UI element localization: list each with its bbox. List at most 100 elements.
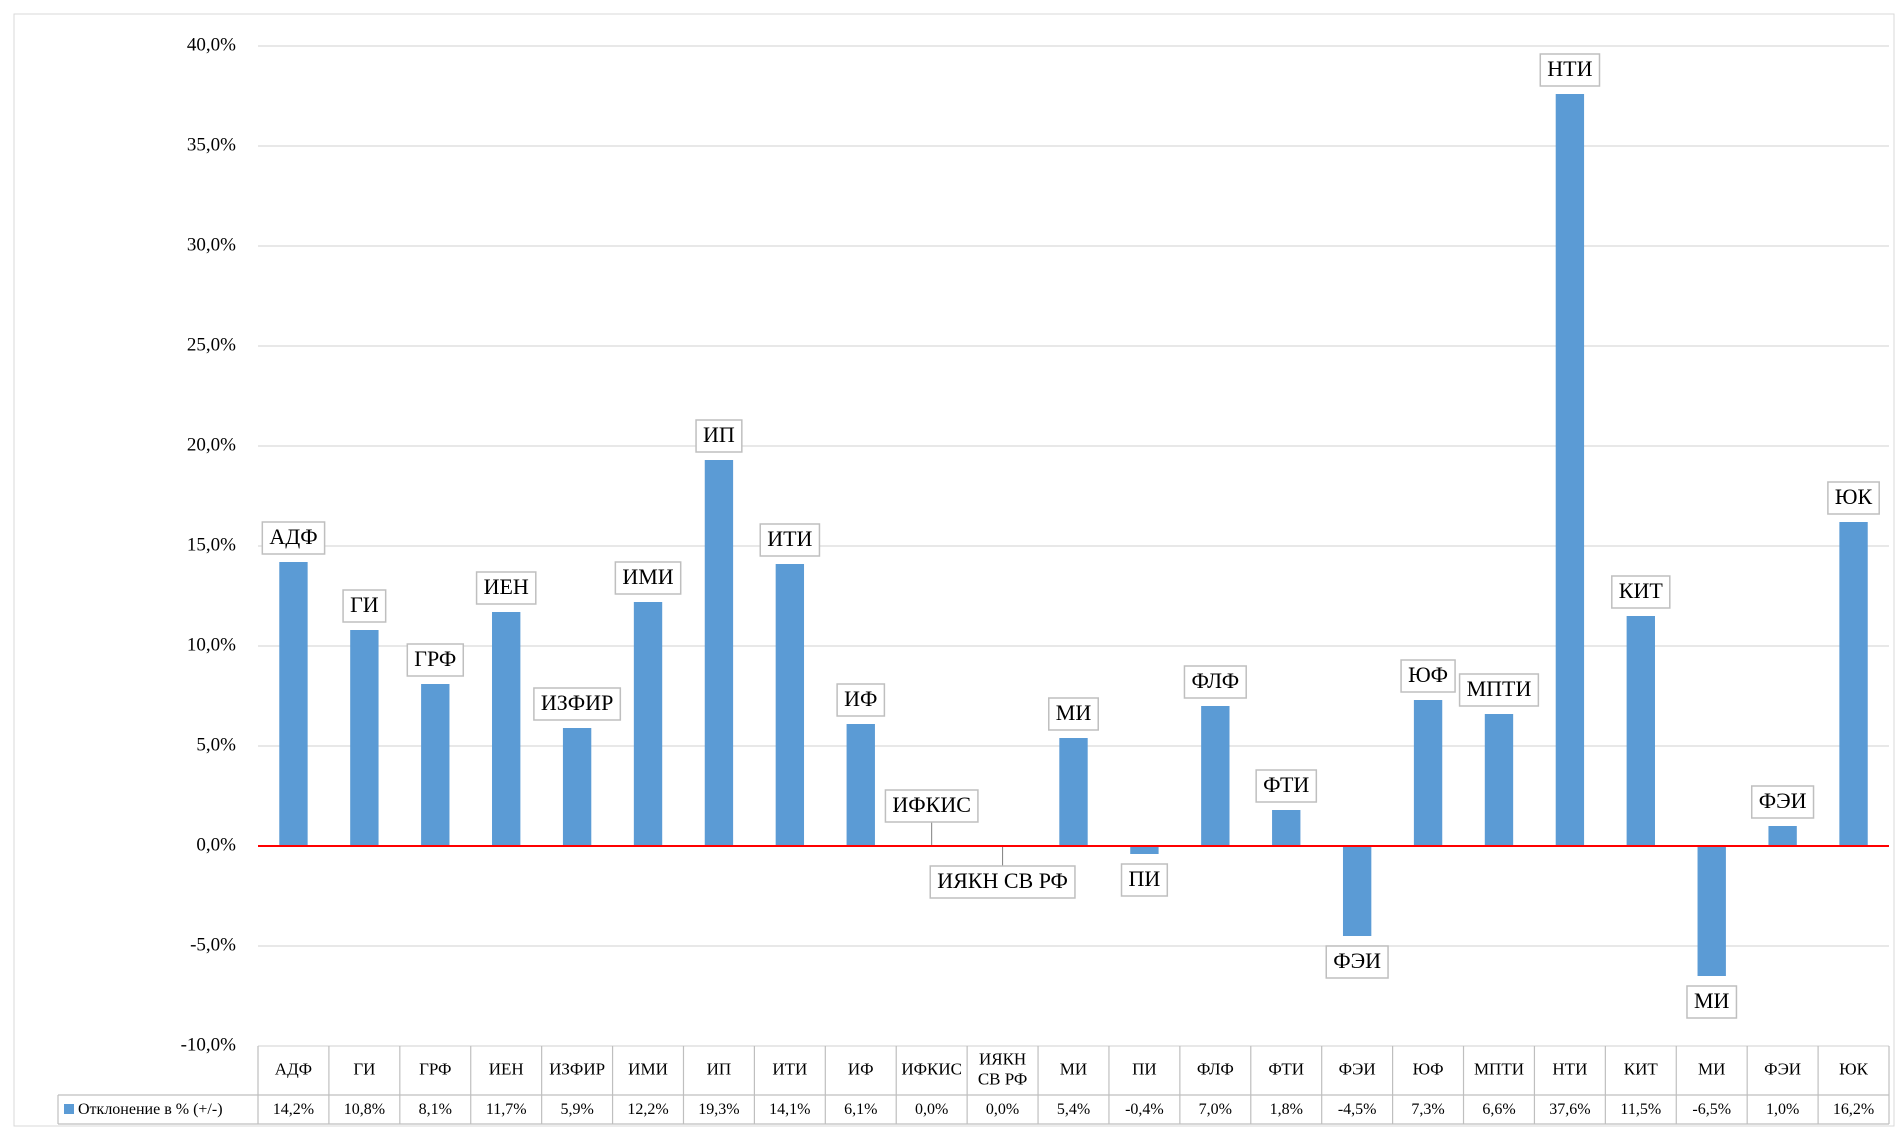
x-tick-label: ЮФ: [1413, 1059, 1444, 1078]
value-label: 8,1%: [419, 1101, 452, 1118]
data-label: ИЯКН СВ РФ: [937, 868, 1068, 893]
data-label: КИТ: [1619, 578, 1664, 603]
data-label-box: [342, 589, 387, 623]
data-label: МИ: [1694, 988, 1730, 1013]
data-label: ИМИ: [622, 564, 673, 589]
x-tick-label: ИФ: [848, 1059, 874, 1078]
value-label: 0,0%: [986, 1101, 1019, 1118]
value-label: 16,2%: [1833, 1101, 1874, 1118]
data-label-box: [614, 561, 682, 595]
x-tick-label: ФЭИ: [1764, 1059, 1801, 1078]
data-label-box: [695, 419, 743, 453]
bar: [350, 630, 379, 846]
data-label-box: [1183, 665, 1247, 699]
value-label: 5,4%: [1057, 1101, 1090, 1118]
value-label: 37,6%: [1549, 1101, 1590, 1118]
x-tick-label: МПТИ: [1474, 1059, 1524, 1078]
data-label: АДФ: [269, 524, 317, 549]
data-label-box: [1750, 785, 1815, 819]
x-tick-label: ИЗФИР: [549, 1059, 605, 1078]
data-label: МПТИ: [1467, 676, 1532, 701]
data-label-box: [1686, 985, 1738, 1019]
value-label: -4,5%: [1338, 1101, 1377, 1118]
x-tick-label: ПИ: [1132, 1059, 1157, 1078]
data-label: ПИ: [1129, 866, 1161, 891]
bar: [846, 724, 875, 846]
x-tick-label: ИЕН: [489, 1059, 524, 1078]
bar: [1413, 700, 1443, 846]
data-label: МИ: [1056, 700, 1092, 725]
y-tick-label: 40,0%: [187, 34, 236, 55]
value-label: 14,2%: [273, 1101, 314, 1118]
value-label: 6,6%: [1482, 1101, 1515, 1118]
bar: [1059, 738, 1088, 846]
x-tick-label: КИТ: [1624, 1059, 1659, 1078]
data-label: ФТИ: [1263, 772, 1309, 797]
bar: [562, 728, 592, 846]
x-tick-label: ФЛФ: [1197, 1059, 1234, 1078]
value-label: 11,5%: [1620, 1101, 1661, 1118]
data-label-box: [1458, 673, 1540, 707]
value-label: -6,5%: [1692, 1101, 1731, 1118]
y-tick-label: 15,0%: [187, 534, 236, 555]
bar: [1201, 706, 1230, 846]
data-label-box: [1539, 53, 1601, 87]
value-label: 6,1%: [844, 1101, 877, 1118]
bar: [1626, 616, 1655, 846]
x-tick-label: ГИ: [353, 1059, 375, 1078]
bar: [1130, 846, 1159, 854]
bar: [1272, 810, 1301, 846]
legend-label: Отклонение в % (+/-): [78, 1101, 223, 1118]
data-label: ИФКИС: [892, 792, 971, 817]
value-label: 19,3%: [698, 1101, 739, 1118]
y-tick-label: -10,0%: [181, 1034, 237, 1055]
data-label-box: [884, 789, 979, 823]
data-label-box: [836, 683, 886, 717]
data-label: ФЭИ: [1759, 788, 1807, 813]
bar: [1697, 846, 1726, 976]
value-label: 7,3%: [1411, 1101, 1444, 1118]
bar: [492, 612, 521, 846]
data-label-box: [1120, 863, 1169, 897]
bar: [1342, 846, 1372, 936]
y-tick-label: 35,0%: [187, 134, 236, 155]
bar: [704, 460, 734, 846]
x-tick-label: ИФКИС: [901, 1059, 962, 1078]
data-label-box: [929, 865, 1076, 899]
bar: [279, 562, 308, 846]
y-tick-label: 5,0%: [196, 734, 236, 755]
x-tick-label: ЮК: [1839, 1059, 1868, 1078]
bar: [1768, 826, 1797, 846]
data-label-box: [406, 643, 465, 677]
data-label-box: [1048, 697, 1099, 731]
data-label: ИП: [703, 422, 735, 447]
value-label: 1,8%: [1270, 1101, 1303, 1118]
y-tick-label: 20,0%: [187, 434, 236, 455]
value-label: 5,9%: [560, 1101, 593, 1118]
x-tick-label: ИП: [707, 1059, 732, 1078]
bar: [1484, 714, 1514, 846]
data-label-box: [533, 687, 622, 721]
x-tick-label: ФЭИ: [1339, 1059, 1376, 1078]
x-tick-label: ФТИ: [1268, 1059, 1304, 1078]
bar: [633, 602, 663, 846]
value-label: 7,0%: [1199, 1101, 1232, 1118]
value-label: 10,8%: [344, 1101, 385, 1118]
x-tick-label: ИМИ: [628, 1059, 668, 1078]
data-label: ИФ: [844, 686, 877, 711]
value-label: -0,4%: [1125, 1101, 1164, 1118]
data-label: ИЗФИР: [541, 690, 613, 715]
x-tick-label: ГРФ: [419, 1059, 451, 1078]
data-label: ГРФ: [414, 646, 456, 671]
value-label: 1,0%: [1766, 1101, 1799, 1118]
value-label: 11,7%: [486, 1101, 527, 1118]
y-tick-label: 25,0%: [187, 334, 236, 355]
bar: [1839, 522, 1868, 846]
value-label: 0,0%: [915, 1101, 948, 1118]
data-label: ЮК: [1835, 484, 1873, 509]
data-label: ИЕН: [484, 574, 529, 599]
x-tick-label: ИЯКН СВ РФ: [978, 1049, 1028, 1088]
x-tick-label: НТИ: [1552, 1059, 1587, 1078]
x-tick-label: МИ: [1060, 1059, 1087, 1078]
legend-swatch: [64, 1104, 74, 1114]
